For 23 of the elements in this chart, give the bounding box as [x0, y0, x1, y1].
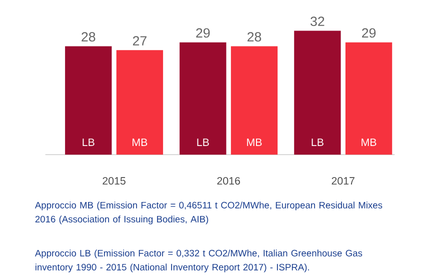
text: MB [247, 138, 262, 146]
text: Approccio LB (Emission Factor = 0,332 t CO2/MWhe, Italian Greenhouse Gas inventory 1990 - 2015 (National Inventory Report 2017) - ISPRA). [34, 250, 362, 272]
text: MB [362, 138, 376, 146]
series-label: LB [82, 138, 94, 146]
data-label: 28 [82, 32, 96, 42]
bar [230, 46, 278, 155]
bar [294, 30, 341, 155]
data-label: 32 [310, 16, 324, 26]
bar [180, 42, 226, 155]
bar [345, 42, 392, 155]
text: LB [197, 138, 209, 146]
data-label: 28 [248, 32, 262, 42]
text: LB [312, 138, 324, 146]
data-label: 29 [362, 28, 376, 38]
bar [116, 50, 164, 155]
series-label: MB [132, 138, 148, 146]
x-tick-label: 2017 [332, 177, 354, 185]
x-tick-label: 2015 [102, 177, 126, 185]
data-label: 29 [196, 28, 210, 38]
data-label: 27 [132, 36, 146, 46]
x-tick-label: 2016 [217, 177, 240, 185]
bar [65, 46, 112, 155]
text: Approccio MB (Emission Factor = 0,46511 t CO2/MWhe, European Residual Mixes 2016 (Association of Issuing Bodies, AIB) [34, 202, 382, 224]
